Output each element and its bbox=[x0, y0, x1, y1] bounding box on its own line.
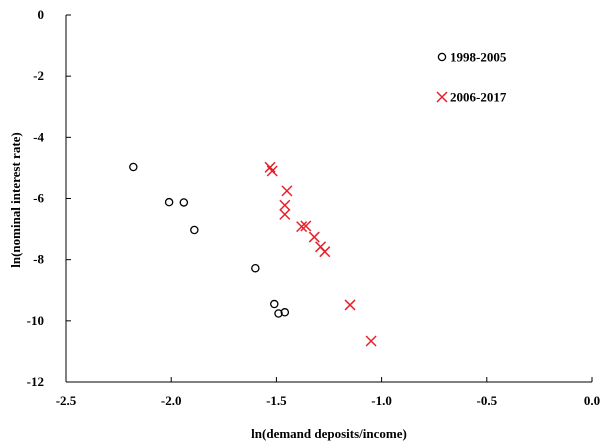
legend-marker-circle bbox=[437, 52, 447, 62]
x-tick-label: -2.0 bbox=[161, 393, 182, 408]
cross-point bbox=[264, 161, 276, 173]
circle-point bbox=[251, 263, 260, 273]
cross-point bbox=[365, 335, 377, 347]
cross-point bbox=[279, 208, 291, 220]
x-tick-label: 0.0 bbox=[584, 393, 600, 408]
x-tick-label: -1.5 bbox=[266, 393, 287, 408]
circle-point bbox=[129, 162, 138, 172]
y-tick-label: -10 bbox=[27, 313, 44, 328]
circle-point bbox=[274, 309, 283, 318]
y-tick-label: -4 bbox=[33, 129, 44, 144]
circle-point bbox=[164, 197, 174, 207]
legend: 1998-2005 2006-2017 bbox=[436, 50, 507, 105]
cross-point bbox=[279, 199, 291, 211]
cross-point bbox=[266, 165, 278, 177]
y-axis-title: ln(nominal interest rate) bbox=[8, 132, 23, 268]
circle-point bbox=[179, 198, 189, 207]
x-tick-label: -1.0 bbox=[371, 393, 392, 408]
y-axis-ticks: 0 -2 -4 -6 -8 -10 -12 bbox=[27, 7, 71, 389]
x-tick-label: -2.5 bbox=[56, 393, 77, 408]
cross-point bbox=[319, 246, 331, 258]
x-axis-title: ln(demand deposits/income) bbox=[251, 426, 407, 441]
cross-point bbox=[281, 185, 293, 197]
legend-label: 2006-2017 bbox=[450, 90, 507, 105]
x-tick-label: -0.5 bbox=[477, 393, 498, 408]
legend-marker-cross bbox=[436, 91, 448, 103]
cross-point bbox=[308, 231, 320, 243]
y-tick-label: -12 bbox=[27, 374, 44, 389]
legend-label: 1998-2005 bbox=[450, 50, 507, 65]
cross-point bbox=[300, 220, 312, 232]
data-points bbox=[129, 161, 377, 347]
circle-point bbox=[270, 299, 279, 309]
y-tick-label: -6 bbox=[33, 191, 44, 206]
y-tick-label: -8 bbox=[33, 252, 44, 267]
cross-point bbox=[296, 221, 308, 233]
y-tick-label: 0 bbox=[38, 7, 45, 22]
x-axis-ticks: -2.5 -2.0 -1.5 -1.0 -0.5 0.0 bbox=[56, 377, 600, 408]
circle-point bbox=[190, 225, 199, 235]
y-tick-label: -2 bbox=[33, 68, 44, 83]
cross-point bbox=[344, 299, 356, 311]
circle-point bbox=[280, 308, 290, 317]
